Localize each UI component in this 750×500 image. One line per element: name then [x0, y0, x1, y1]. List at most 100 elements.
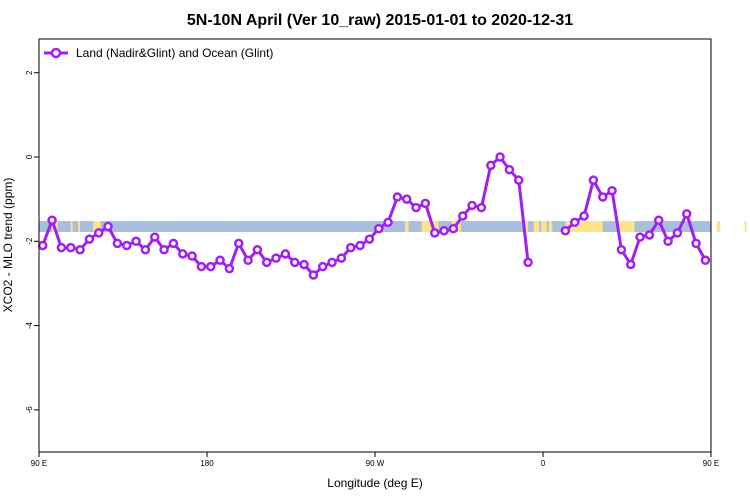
data-point: [653, 215, 664, 225]
data-point: [392, 192, 403, 202]
data-point: [187, 251, 197, 261]
data-point: [252, 244, 263, 255]
data-point: [75, 244, 85, 255]
land-band-segment: [421, 221, 439, 233]
data-point: [635, 232, 645, 242]
data-point: [513, 175, 524, 185]
land-band-segment: [541, 221, 547, 233]
x-tick-label: 0: [541, 459, 546, 468]
data-point: [616, 244, 627, 255]
data-point: [289, 257, 300, 268]
data-point: [467, 200, 477, 211]
data-point: [569, 217, 580, 228]
y-axis-label: XCO2 - MLO trend (ppm): [1, 178, 15, 313]
land-band-segment: [404, 221, 409, 233]
data-point: [579, 211, 589, 221]
data-point: [401, 194, 412, 204]
data-point: [131, 236, 141, 247]
data-point: [644, 230, 655, 240]
data-point: [140, 244, 151, 255]
data-point: [177, 249, 188, 259]
land-band-segment: [78, 221, 81, 233]
data-point: [261, 257, 272, 268]
x-tick-label: 90 W: [366, 459, 385, 468]
data-point: [233, 238, 244, 249]
data-point: [607, 185, 617, 196]
data-point: [159, 244, 169, 255]
data-point: [504, 164, 515, 175]
x-tick-label: 180: [200, 459, 214, 468]
data-point: [47, 215, 57, 225]
data-point: [112, 238, 123, 249]
y-tick-label: -2: [25, 237, 34, 245]
data-point: [317, 261, 328, 272]
land-band-segment: [716, 221, 721, 233]
data-point: [103, 221, 113, 232]
data-point: [448, 223, 459, 234]
data-point: [411, 202, 421, 213]
data-point: [243, 255, 253, 265]
data-point: [364, 234, 375, 244]
data-point: [681, 209, 692, 219]
data-point: [476, 202, 487, 213]
data-point: [523, 257, 533, 268]
data-point: [355, 240, 365, 251]
data-point: [429, 228, 440, 238]
data-point: [299, 259, 309, 270]
x-axis: 90 E 180 90 W 0 90 E: [31, 452, 719, 468]
data-point: [560, 226, 571, 236]
y-axis: 2 0 -2 -4 -6: [25, 70, 39, 413]
series-line: [564, 178, 707, 266]
land-band-segment: [548, 221, 553, 233]
data-point: [308, 270, 319, 280]
y-tick-label: -6: [25, 406, 34, 414]
data-point: [457, 211, 468, 221]
data-point: [495, 152, 505, 162]
x-tick-label: 90 E: [31, 459, 47, 468]
land-band-segment: [533, 221, 540, 233]
data-point: [663, 236, 673, 247]
data-point: [597, 192, 608, 202]
data-point: [672, 228, 683, 238]
data-point: [420, 198, 431, 209]
data-point: [37, 240, 48, 251]
data-point: [327, 257, 337, 268]
chart-title: 5N-10N April (Ver 10_raw) 2015-01-01 to …: [187, 12, 573, 29]
x-axis-label: Longitude (deg E): [327, 476, 422, 490]
land-band-segment: [565, 221, 603, 233]
data-point: [84, 234, 95, 244]
x-tick-label: 90 E: [703, 459, 719, 468]
data-point: [65, 242, 76, 253]
data-point: [373, 223, 384, 234]
legend-marker: [50, 47, 62, 59]
data-point: [271, 253, 281, 263]
data-point: [56, 242, 67, 253]
series-layer: [37, 152, 711, 280]
land-band-segment: [93, 221, 101, 233]
data-point: [121, 240, 132, 251]
data-point: [691, 238, 701, 249]
data-point: [383, 217, 393, 228]
y-tick-label: -4: [25, 321, 34, 329]
data-point: [280, 249, 291, 259]
data-point: [439, 226, 449, 236]
data-point: [224, 263, 235, 274]
data-point: [700, 255, 711, 265]
land-band-segment: [744, 221, 747, 233]
data-point: [485, 160, 496, 171]
data-point: [215, 255, 225, 265]
data-point: [345, 242, 356, 253]
y-tick-label: 0: [25, 154, 34, 159]
land-band-segment: [617, 221, 635, 233]
land-band-segment: [524, 221, 529, 233]
data-point: [168, 238, 179, 249]
data-point: [149, 232, 160, 242]
data-point: [196, 261, 207, 272]
data-point: [93, 228, 104, 238]
land-ocean-band: [39, 221, 747, 233]
data-point: [588, 175, 599, 185]
land-band-segment: [70, 221, 73, 233]
legend-label: Land (Nadir&Glint) and Ocean (Glint): [76, 46, 273, 60]
y-tick-label: 2: [25, 70, 34, 75]
